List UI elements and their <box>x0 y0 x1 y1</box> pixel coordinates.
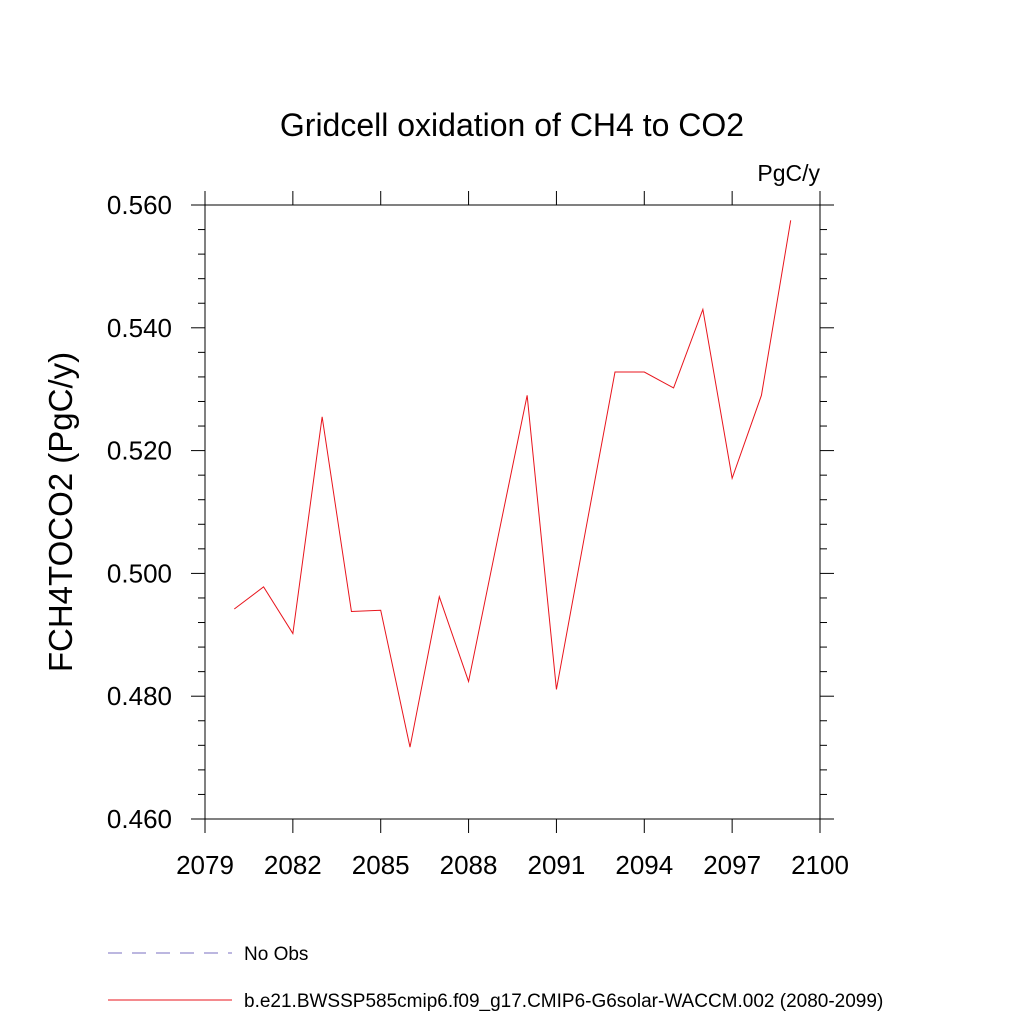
x-tick-label: 2100 <box>791 850 849 880</box>
x-tick-label: 2079 <box>176 850 234 880</box>
y-tick-label: 0.460 <box>107 804 172 834</box>
x-tick-label: 2097 <box>703 850 761 880</box>
legend: No Obs b.e21.BWSSP585cmip6.f09_g17.CMIP6-… <box>108 944 883 1012</box>
x-tick-label: 2082 <box>264 850 322 880</box>
x-tick-label: 2085 <box>352 850 410 880</box>
y-tick-label: 0.520 <box>107 436 172 466</box>
y-tick-label: 0.560 <box>107 190 172 220</box>
y-tick-label: 0.500 <box>107 558 172 588</box>
units-label: PgC/y <box>757 160 820 186</box>
legend-label: No Obs <box>244 944 308 965</box>
axis-ticks: 2079 2082 2085 2088 2091 2094 2097 2100 0.460 0.4… <box>107 190 849 880</box>
plot-frame <box>204 204 821 820</box>
chart-title: Gridcell oxidation of CH4 to CO2 <box>280 107 744 143</box>
series-layer <box>233 220 792 748</box>
legend-label: b.e21.BWSSP585cmip6.f09_g17.CMIP6-G6sola… <box>244 991 883 1012</box>
y-tick-label: 0.540 <box>107 313 172 343</box>
series-line <box>233 220 792 748</box>
y-axis-label: FCH4TOCO2 (PgC/y) <box>42 352 79 672</box>
y-tick-label: 0.480 <box>107 681 172 711</box>
x-tick-label: 2088 <box>440 850 498 880</box>
x-tick-label: 2094 <box>615 850 673 880</box>
x-tick-label: 2091 <box>528 850 586 880</box>
